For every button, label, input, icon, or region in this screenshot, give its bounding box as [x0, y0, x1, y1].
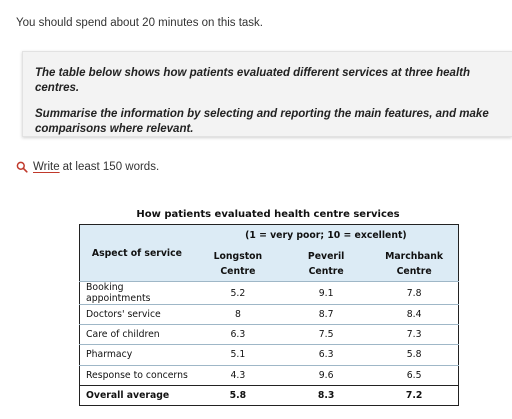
table-cell: 8.7 [282, 303, 371, 325]
search-icon[interactable] [16, 161, 28, 173]
word-count-instruction: Write at least 150 words. [16, 161, 159, 173]
table-cell: 7.2 [370, 384, 459, 406]
table-cell: 6.3 [282, 344, 371, 366]
row-label: Booking appointments [79, 281, 194, 305]
table-cell: 7.3 [370, 324, 459, 345]
task-instruction: You should spend about 20 minutes on thi… [16, 17, 263, 29]
aspect-header: Aspect of service [91, 247, 182, 259]
table-row: Response to concerns 4.3 9.6 6.5 [79, 364, 459, 386]
table-total-row: Overall average 5.8 8.3 7.2 [79, 384, 459, 406]
table-title: How patients evaluated health centre ser… [136, 209, 400, 220]
table-cell: 8.4 [370, 303, 459, 325]
table-cell: 8.3 [282, 384, 371, 406]
table-cell: 8 [193, 303, 283, 325]
word-count-text: at least 150 words. [62, 161, 160, 173]
row-label: Care of children [79, 324, 194, 345]
task-prompt-box: The table below shows how patients evalu… [22, 51, 512, 137]
table-cell: 7.5 [282, 324, 371, 345]
table-cell: 5.1 [193, 344, 283, 366]
table-cell: 9.6 [282, 364, 371, 386]
row-label: Doctors' service [79, 303, 194, 325]
row-label: Overall average [79, 384, 194, 406]
column-header-peveril: Peveril Centre [282, 247, 370, 282]
scale-note: (1 = very poor; 10 = excellent) [245, 230, 407, 242]
column-header-line: Centre [308, 265, 344, 277]
table-cell: 6.5 [370, 364, 459, 386]
write-link[interactable]: Write [33, 161, 60, 173]
table-row: Booking appointments 5.2 9.1 7.8 [79, 281, 459, 305]
column-header-line: Marchbank [385, 250, 444, 262]
column-header-line: Longston [213, 250, 263, 262]
row-label: Response to concerns [79, 364, 194, 386]
task-summary-instruction: Summarise the information by selecting a… [35, 108, 489, 135]
table-cell: 5.8 [370, 344, 459, 366]
table-row: Pharmacy 5.1 6.3 5.8 [79, 344, 459, 366]
task-description: The table below shows how patients evalu… [35, 67, 470, 94]
column-header-line: Centre [220, 265, 256, 277]
column-header-longston: Longston Centre [194, 247, 282, 282]
column-header-marchbank: Marchbank Centre [370, 247, 458, 282]
table-cell: 6.3 [193, 324, 283, 345]
table-header-row: Aspect of service (1 = very poor; 10 = e… [79, 224, 459, 259]
table-cell: 5.8 [193, 384, 283, 406]
table-cell: 4.3 [193, 364, 283, 386]
table-row: Doctors' service 8 8.7 8.4 [79, 303, 459, 325]
table-cell: 7.8 [370, 281, 459, 305]
evaluation-table: Aspect of service (1 = very poor; 10 = e… [79, 224, 459, 406]
table-row: Care of children 6.3 7.5 7.3 [79, 324, 459, 345]
table-cell: 5.2 [193, 281, 283, 305]
table-cell: 9.1 [282, 281, 371, 305]
column-header-line: Centre [396, 265, 432, 277]
row-label: Pharmacy [79, 344, 194, 366]
column-header-line: Peveril [307, 250, 345, 262]
